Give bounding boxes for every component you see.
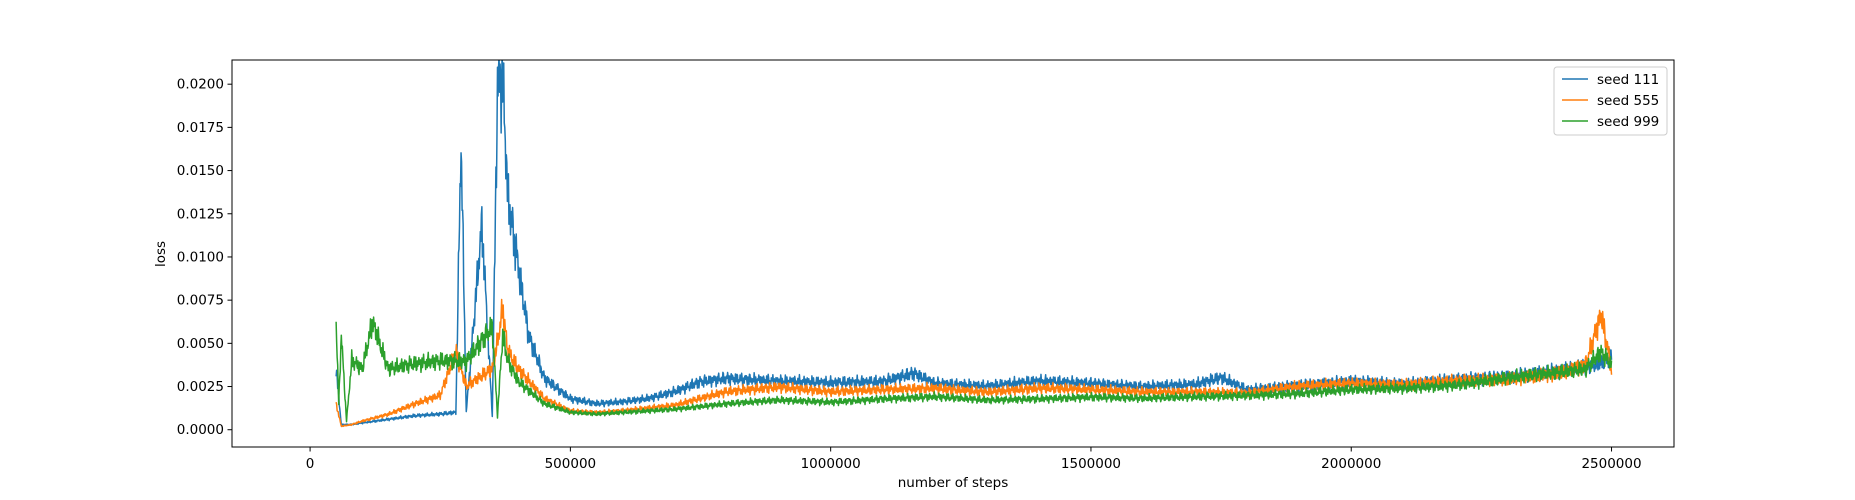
x-axis-label: number of steps: [898, 475, 1009, 491]
series-line-seed-555: [335, 298, 1613, 428]
x-tick-label: 1500000: [1061, 456, 1121, 472]
y-tick-label: 0.0200: [177, 77, 224, 93]
plot-frame: [231, 59, 1675, 448]
legend-box: [1553, 66, 1668, 136]
x-tick-label: 0: [306, 456, 315, 472]
x-tick-label: 2000000: [1321, 456, 1381, 472]
legend-label-seed-555: seed 555: [1597, 93, 1659, 109]
x-tick-label: 1000000: [801, 456, 861, 472]
y-tick-label: 0.0175: [177, 120, 224, 136]
y-tick-label: 0.0150: [177, 163, 224, 179]
legend: seed 111 seed 555 seed 999: [1553, 66, 1668, 136]
x-tick-label: 500000: [545, 456, 597, 472]
y-tick-label: 0.0000: [177, 422, 224, 438]
legend-label-seed-111: seed 111: [1597, 72, 1659, 88]
y-tick-label: 0.0100: [177, 249, 224, 265]
series-line-seed-111: [335, 60, 1613, 427]
y-tick-label: 0.0125: [177, 206, 224, 222]
x-axis: 0 500000 1000000 1500000 2000000 2500000: [306, 447, 1642, 472]
y-tick-label: 0.0050: [177, 336, 224, 352]
x-tick-label: 2500000: [1581, 456, 1641, 472]
series-line-seed-999: [335, 316, 1613, 423]
y-tick-label: 0.0025: [177, 379, 224, 395]
y-axis: 0.0000 0.0025 0.0050 0.0075 0.0100 0.0125 0.01…: [177, 77, 232, 438]
legend-label-seed-999: seed 999: [1597, 114, 1659, 130]
series-layer: [335, 60, 1613, 428]
y-tick-label: 0.0075: [177, 293, 224, 309]
y-axis-label: loss: [153, 241, 169, 267]
